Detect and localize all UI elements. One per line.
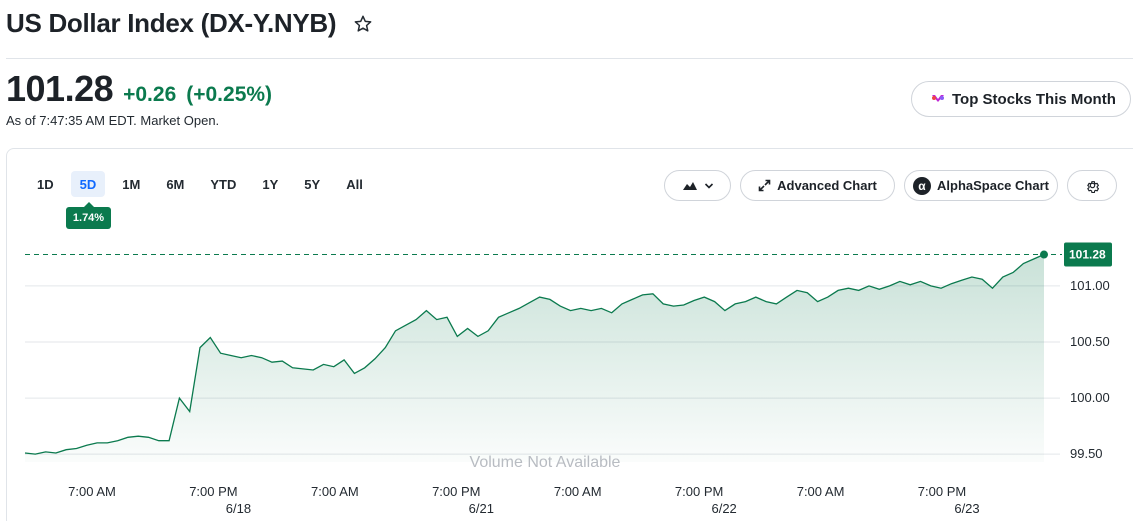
price-line — [24, 253, 1045, 455]
chart-settings-button[interactable] — [1067, 170, 1117, 201]
range-1m[interactable]: 1M — [122, 176, 141, 192]
current-price-dot — [1040, 250, 1048, 259]
x-date-label: 6/23 — [954, 501, 979, 516]
alphaspace-chart-button[interactable]: α AlphaSpace Chart — [904, 170, 1058, 201]
x-tick-label: 7:00 PM — [189, 484, 237, 499]
range-1d[interactable]: 1D — [37, 176, 54, 192]
range-change-badge: 1.74% — [66, 202, 111, 229]
x-date-label: 6/22 — [711, 501, 736, 516]
alphaspace-chart-label: AlphaSpace Chart — [937, 178, 1049, 193]
y-tick-label: 101.00 — [1070, 278, 1110, 293]
header-divider — [6, 58, 1133, 59]
current-price-tag — [1064, 242, 1112, 267]
x-date-label: 6/21 — [469, 501, 494, 516]
top-stocks-button[interactable]: Top Stocks This Month — [911, 81, 1131, 117]
gear-icon — [1085, 178, 1100, 193]
range-selector: 1D 5D 1M 6M YTD 1Y 5Y All — [28, 171, 380, 197]
x-tick-label: 7:00 AM — [311, 484, 359, 499]
watchlist-star-icon[interactable] — [352, 13, 374, 35]
range-ytd[interactable]: YTD — [210, 176, 237, 192]
alpha-icon: α — [913, 176, 931, 195]
y-tick-label: 100.50 — [1070, 334, 1110, 349]
top-stocks-label: Top Stocks This Month — [952, 90, 1116, 108]
current-price: 101.28 — [6, 68, 114, 109]
volume-not-available: Volume Not Available — [470, 454, 621, 471]
chart-panel — [6, 148, 1133, 521]
range-all[interactable]: All — [346, 176, 363, 192]
x-tick-label: 7:00 AM — [68, 484, 116, 499]
chevron-down-icon — [704, 178, 714, 193]
price-change: +0.26 — [123, 83, 177, 106]
x-tick-label: 7:00 AM — [554, 484, 602, 499]
range-1y[interactable]: 1Y — [262, 176, 279, 192]
price-row: 101.28 +0.26 (+0.25%) — [6, 68, 272, 110]
market-status-text: As of 7:47:35 AM EDT. Market Open. — [6, 113, 220, 128]
x-tick-label: 7:00 AM — [797, 484, 845, 499]
price-change-percent: (+0.25%) — [186, 83, 273, 106]
quote-header: US Dollar Index (DX-Y.NYB) — [6, 8, 374, 39]
ribbon-icon — [930, 91, 946, 107]
mountain-chart-icon — [682, 180, 698, 192]
x-date-label: 6/18 — [226, 501, 251, 516]
range-5d[interactable]: 5D — [70, 171, 106, 197]
range-5y[interactable]: 5Y — [304, 176, 321, 192]
x-tick-label: 7:00 PM — [918, 484, 966, 499]
range-6m[interactable]: 6M — [166, 176, 185, 192]
y-tick-label: 99.50 — [1070, 446, 1103, 461]
advanced-chart-label: Advanced Chart — [777, 178, 877, 193]
chart-type-button[interactable] — [664, 170, 731, 201]
expand-icon — [758, 179, 771, 192]
y-tick-label: 100.00 — [1070, 390, 1110, 405]
page-title: US Dollar Index (DX-Y.NYB) — [6, 8, 337, 38]
price-area — [25, 254, 1044, 462]
x-tick-label: 7:00 PM — [432, 484, 480, 499]
advanced-chart-button[interactable]: Advanced Chart — [740, 170, 895, 201]
x-tick-label: 7:00 PM — [675, 484, 723, 499]
current-price-tag-label: 101.28 — [1069, 248, 1106, 262]
